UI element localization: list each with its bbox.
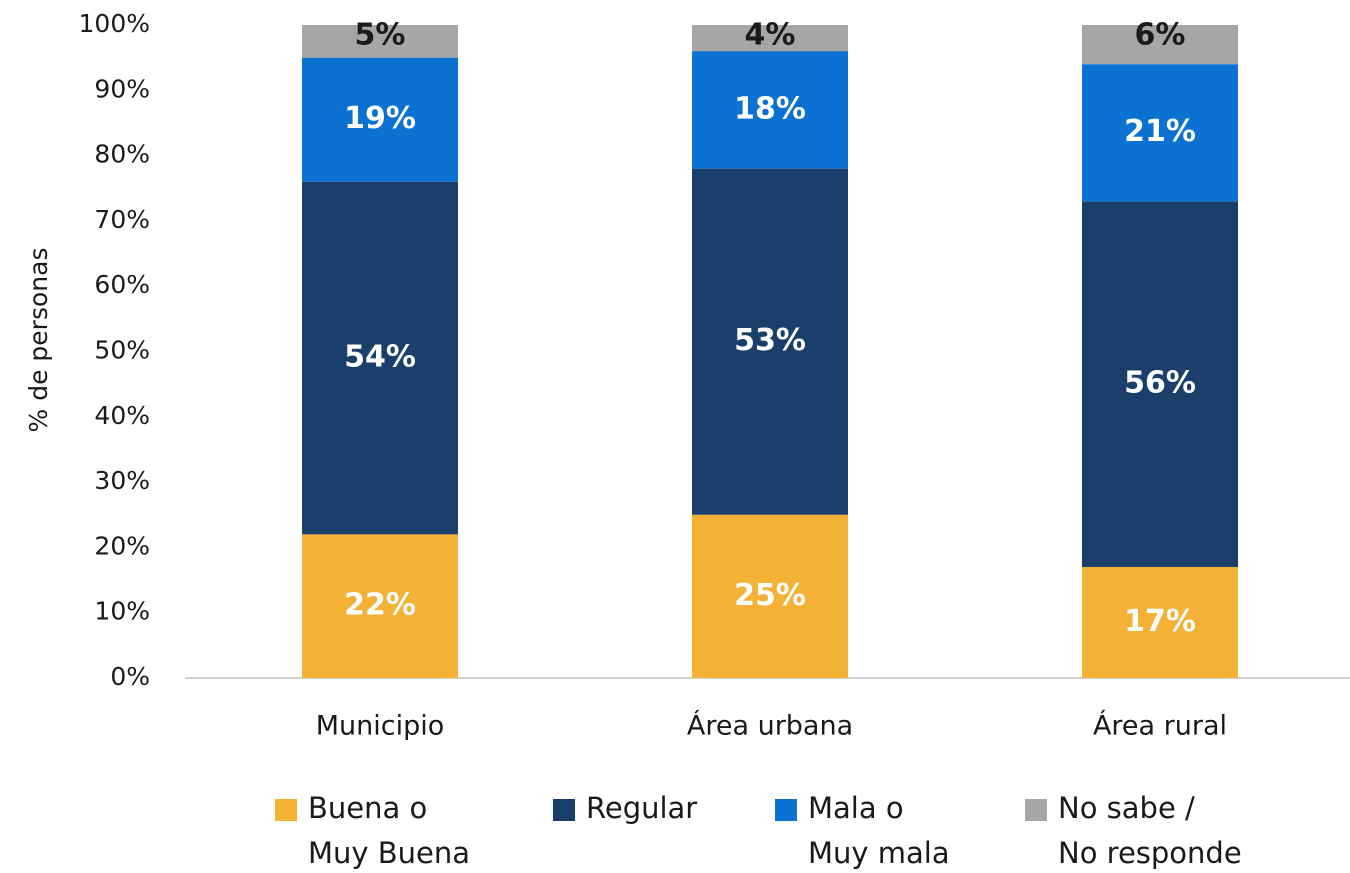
legend-swatch <box>553 799 575 821</box>
y-tick-label: 30% <box>94 466 150 495</box>
bar-segment <box>692 514 848 678</box>
legend-line: Mala o <box>808 791 913 825</box>
data-label: 5% <box>355 18 406 53</box>
legend-line: No responde <box>1058 836 1242 870</box>
legend-line: Muy Buena <box>308 836 470 870</box>
legend-label: No sabe / No responde <box>1058 791 1242 870</box>
legend-swatch <box>1025 799 1047 821</box>
data-label: 19% <box>344 101 416 136</box>
bar-segment <box>1082 64 1238 202</box>
legend-swatch <box>275 799 297 821</box>
data-label: 18% <box>734 91 806 126</box>
bar-segment <box>692 25 848 52</box>
bar-segment <box>302 181 458 535</box>
data-label: 25% <box>734 578 806 613</box>
bar-segment <box>302 534 458 678</box>
data-label: 53% <box>734 323 806 358</box>
bar-segment <box>1082 25 1238 65</box>
data-label: 6% <box>1135 18 1186 53</box>
legend-line: Buena o <box>308 791 436 825</box>
x-tick-label: Área urbana <box>687 710 853 742</box>
y-tick-label: 100% <box>79 9 150 38</box>
y-tick-label: 50% <box>94 336 150 365</box>
data-label: 22% <box>344 588 416 623</box>
data-label: 17% <box>1124 604 1196 639</box>
y-tick-label: 70% <box>94 205 150 234</box>
y-tick-label: 10% <box>94 597 150 626</box>
x-tick-label: Municipio <box>316 711 445 742</box>
legend-label: Mala o Muy mala <box>808 791 950 870</box>
legend-line: No sabe / <box>1058 791 1204 825</box>
y-tick-label: 60% <box>94 270 150 299</box>
y-tick-label: 40% <box>94 401 150 430</box>
bar-segment <box>692 51 848 169</box>
bar-segment <box>302 57 458 182</box>
bar-segment <box>302 25 458 58</box>
legend-label: Regular <box>586 791 697 825</box>
legend-label: Buena o Muy Buena <box>308 791 470 870</box>
data-label: 54% <box>344 340 416 375</box>
data-label: 4% <box>745 18 796 53</box>
x-tick-label: Área rural <box>1093 710 1227 742</box>
legend-line: Muy mala <box>808 836 950 870</box>
bar-segment <box>1082 566 1238 678</box>
bar-segment <box>692 168 848 515</box>
data-label: 21% <box>1124 114 1196 149</box>
data-label: 56% <box>1124 366 1196 401</box>
y-tick-label: 20% <box>94 531 150 560</box>
y-tick-label: 80% <box>94 140 150 169</box>
legend-swatch <box>775 799 797 821</box>
bar-segment <box>1082 201 1238 567</box>
y-tick-label: 0% <box>110 662 150 691</box>
y-tick-label: 90% <box>94 74 150 103</box>
y-axis-title: % de personas <box>24 248 53 433</box>
